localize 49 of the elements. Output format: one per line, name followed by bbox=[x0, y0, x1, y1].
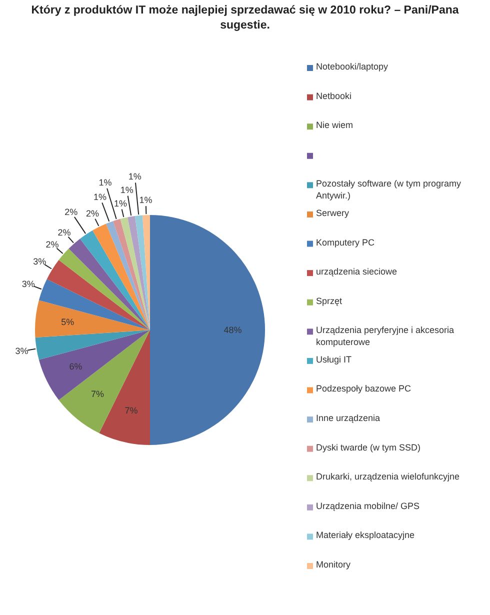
pie-slice bbox=[35, 330, 150, 360]
pie-slice bbox=[46, 260, 150, 330]
legend-label: Urządzenia peryferyjne i akcesoria komputerowe bbox=[316, 325, 454, 348]
data-label: 2% bbox=[46, 239, 59, 250]
legend-label: Nie wiem bbox=[316, 120, 354, 130]
data-label: 2% bbox=[64, 206, 78, 217]
chart-title: Który z produktów IT może najlepiej sprzedawać się w 2010 roku? – Pani/Pana sugestie. bbox=[31, 4, 460, 32]
data-label: 1% bbox=[139, 195, 152, 206]
legend-label: Pozostały software (w tym programy Antywir.) bbox=[316, 178, 462, 201]
legend-label: Sprzęt bbox=[316, 296, 343, 306]
data-label: 7% bbox=[124, 406, 138, 416]
pie-slice bbox=[128, 216, 150, 330]
data-label: 7% bbox=[90, 389, 104, 400]
legend-label: Komputery PC bbox=[316, 237, 376, 248]
pie-slice bbox=[92, 224, 150, 330]
data-label: 3% bbox=[15, 346, 28, 356]
data-label: 5% bbox=[61, 316, 74, 327]
pie-slice bbox=[35, 300, 150, 338]
data-label: 6% bbox=[69, 362, 82, 372]
legend-label: Dyski twarde (w tym SSD) bbox=[316, 442, 421, 452]
data-label: 1% bbox=[93, 192, 106, 202]
pie-slice bbox=[38, 330, 150, 400]
legend-label: Monitory bbox=[316, 560, 352, 570]
pie-slice bbox=[113, 218, 150, 330]
pie-slice bbox=[80, 230, 150, 330]
data-label: 2% bbox=[58, 227, 71, 238]
legend-label: Urządzenia mobilne/ GPS bbox=[316, 500, 420, 511]
data-label: 48% bbox=[224, 325, 242, 335]
pie-slice bbox=[120, 217, 150, 330]
legend-label: Inne urządzenia bbox=[316, 413, 380, 424]
data-label: 1% bbox=[98, 178, 112, 188]
legend-label: Serwery bbox=[316, 208, 350, 218]
pie-slice bbox=[134, 215, 150, 330]
legend-label: Notebooki/laptopy bbox=[316, 62, 389, 72]
data-label: 1% bbox=[114, 198, 127, 208]
data-label: 2% bbox=[86, 208, 100, 218]
legend-label: Materiały eksploatacyjne bbox=[316, 530, 415, 540]
data-label: 3% bbox=[22, 279, 35, 290]
data-label: 3% bbox=[33, 256, 46, 266]
pie-slice bbox=[106, 221, 150, 330]
legend-label: Netbooki bbox=[316, 90, 352, 101]
legend-label: Podzespoły bazowe PC bbox=[316, 384, 412, 394]
legend-label: urządzenia sieciowe bbox=[316, 266, 398, 277]
data-label: 1% bbox=[128, 172, 142, 182]
legend-label: Usługi IT bbox=[316, 354, 352, 364]
data-label: 1% bbox=[120, 184, 134, 195]
pie-slice bbox=[150, 215, 265, 445]
legend-label: Drukarki, urządzenia wielofunkcyjne bbox=[316, 472, 460, 482]
pie-slice bbox=[38, 279, 150, 330]
